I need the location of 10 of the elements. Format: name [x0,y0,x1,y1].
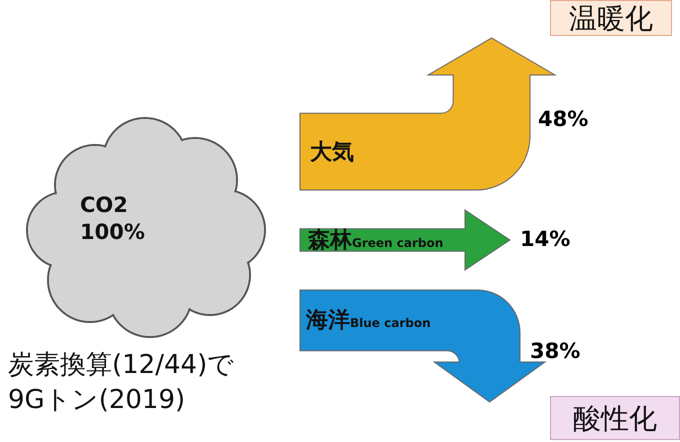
data-label: 14% [520,227,570,251]
text: 酸性化 [550,396,680,440]
category-label: 大気 [310,139,354,167]
data-label: 48% [538,107,588,131]
category-label: 森林Green carbon [308,227,444,255]
category-label: 海洋Blue carbon [306,307,431,335]
text: 炭素換算(12/44)で 9Gトン(2019) [8,349,236,417]
data-label: 38% [530,339,580,363]
text: CO2 100% [80,192,146,246]
text: 温暖化 [550,0,672,36]
